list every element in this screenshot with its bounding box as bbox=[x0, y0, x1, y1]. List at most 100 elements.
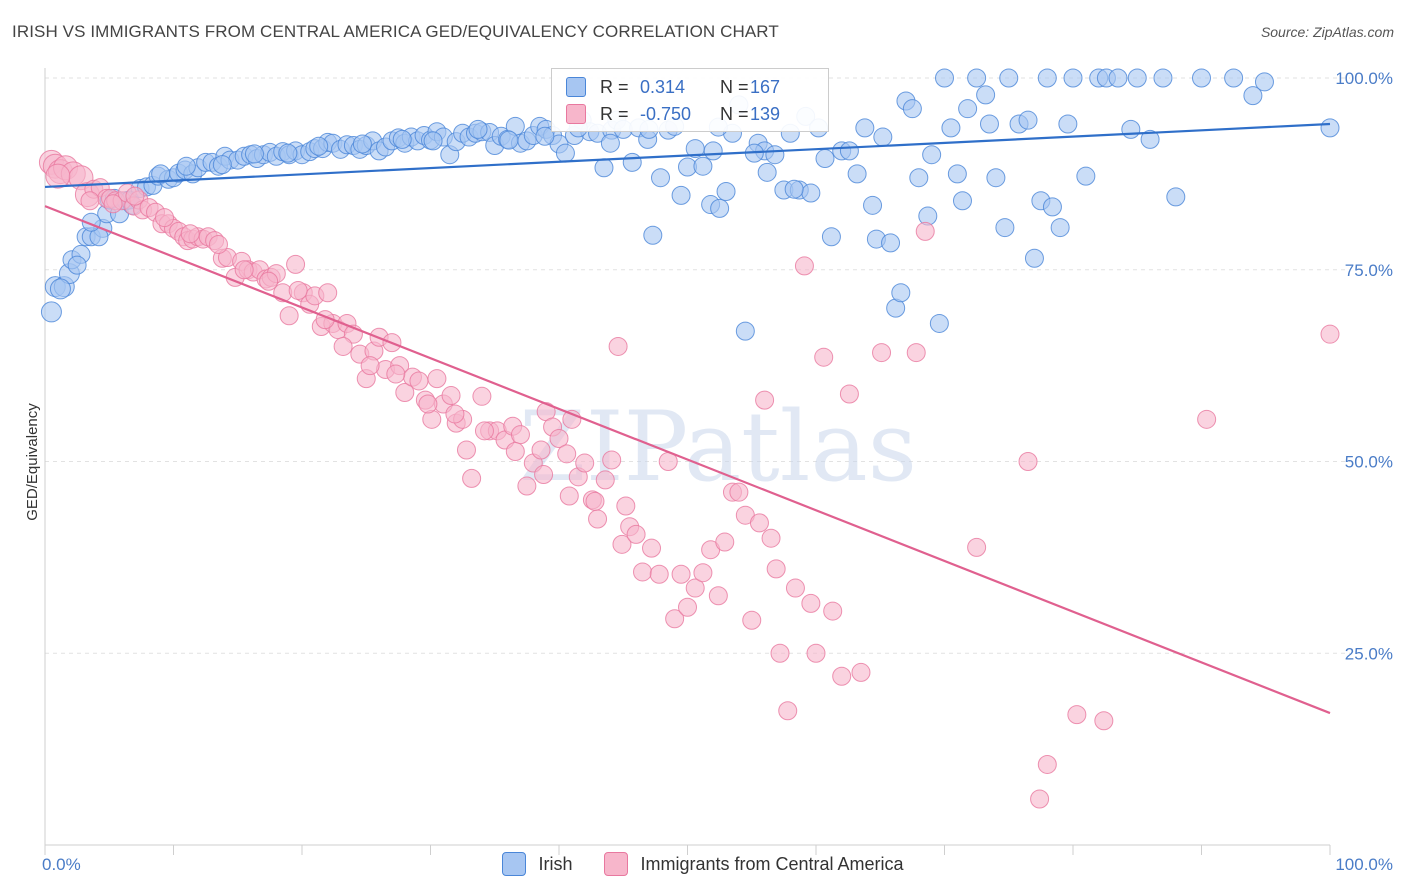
data-point bbox=[715, 532, 735, 552]
stats-legend: R = 0.314 N = 167 R = -0.750 N = 139 bbox=[551, 68, 829, 132]
data-point bbox=[633, 562, 653, 582]
data-point bbox=[1076, 166, 1096, 186]
data-point bbox=[922, 145, 942, 165]
data-point bbox=[602, 450, 622, 470]
data-point bbox=[409, 371, 429, 391]
data-point bbox=[1140, 129, 1160, 149]
data-point bbox=[49, 278, 71, 300]
data-point bbox=[595, 470, 615, 490]
data-point bbox=[600, 133, 620, 153]
data-point bbox=[462, 468, 482, 488]
data-point bbox=[1197, 409, 1217, 429]
legend-swatch-irish bbox=[502, 852, 527, 876]
data-point bbox=[742, 610, 762, 630]
data-point bbox=[651, 168, 671, 188]
data-point bbox=[952, 191, 972, 211]
n-value: 167 bbox=[750, 76, 781, 97]
data-point bbox=[531, 440, 551, 460]
data-point bbox=[244, 144, 264, 164]
data-point bbox=[1018, 452, 1038, 471]
data-point bbox=[474, 421, 494, 441]
data-point bbox=[1166, 187, 1186, 207]
data-point bbox=[801, 183, 821, 203]
data-point bbox=[333, 336, 353, 356]
data-point bbox=[757, 162, 777, 182]
data-point bbox=[279, 306, 299, 326]
y-axis-label: GED/Equivalency bbox=[24, 403, 41, 521]
data-point bbox=[392, 129, 412, 149]
data-point bbox=[259, 271, 279, 291]
data-point bbox=[427, 369, 447, 389]
data-point bbox=[318, 283, 338, 303]
data-point bbox=[45, 163, 71, 189]
data-point bbox=[1127, 68, 1147, 88]
data-point bbox=[499, 130, 519, 150]
data-point bbox=[1320, 324, 1340, 344]
data-point bbox=[821, 227, 841, 247]
data-point bbox=[823, 601, 843, 621]
data-point bbox=[535, 126, 555, 146]
data-point bbox=[770, 643, 790, 663]
data-point bbox=[710, 198, 730, 218]
stats-legend-row-central-america: R = -0.750 N = 139 bbox=[566, 100, 780, 128]
data-point bbox=[278, 143, 298, 163]
data-point bbox=[1024, 248, 1044, 268]
r-label: R = bbox=[600, 103, 629, 124]
data-point bbox=[814, 347, 834, 367]
series-central-america bbox=[38, 149, 1340, 809]
data-point bbox=[441, 386, 461, 406]
data-point bbox=[671, 564, 691, 584]
source-label: Source: ZipAtlas.com bbox=[1260, 24, 1394, 40]
data-point bbox=[935, 68, 954, 88]
data-point bbox=[1030, 789, 1050, 809]
data-point bbox=[1094, 711, 1114, 731]
data-point bbox=[708, 586, 728, 606]
data-point bbox=[234, 260, 254, 280]
data-point bbox=[976, 85, 996, 105]
data-point bbox=[534, 465, 554, 485]
data-point bbox=[665, 609, 685, 629]
data-point bbox=[360, 356, 380, 376]
stats-legend-row-irish: R = 0.314 N = 167 bbox=[566, 73, 780, 101]
data-point bbox=[616, 496, 636, 516]
data-point bbox=[309, 136, 329, 156]
data-point bbox=[555, 143, 575, 163]
data-point bbox=[999, 68, 1019, 88]
data-point bbox=[685, 578, 705, 598]
data-point bbox=[995, 218, 1015, 238]
data-point bbox=[729, 482, 749, 502]
data-point bbox=[915, 221, 935, 241]
data-point bbox=[703, 141, 723, 161]
data-point bbox=[1153, 68, 1173, 88]
data-point bbox=[575, 453, 595, 473]
x-tick-label: 0.0% bbox=[42, 855, 81, 874]
data-point bbox=[612, 534, 632, 554]
data-point bbox=[851, 662, 871, 682]
data-point bbox=[839, 384, 859, 404]
data-point bbox=[1058, 114, 1078, 134]
axes bbox=[44, 68, 1331, 855]
data-point bbox=[693, 156, 713, 176]
data-point bbox=[941, 118, 961, 138]
data-point bbox=[778, 701, 798, 721]
data-point bbox=[749, 513, 769, 533]
data-point bbox=[1320, 118, 1340, 138]
data-point bbox=[208, 234, 228, 254]
data-point bbox=[891, 283, 911, 303]
data-point bbox=[67, 255, 87, 275]
data-point bbox=[761, 528, 781, 548]
data-point bbox=[1067, 705, 1087, 725]
data-point bbox=[765, 145, 785, 165]
data-point bbox=[288, 280, 308, 300]
data-point bbox=[839, 141, 859, 161]
data-point bbox=[649, 564, 669, 584]
data-point bbox=[510, 425, 530, 445]
legend-swatch-central-america bbox=[604, 852, 629, 876]
data-point bbox=[967, 68, 987, 88]
data-point bbox=[855, 118, 875, 138]
data-point bbox=[678, 597, 697, 617]
data-point bbox=[909, 168, 929, 188]
data-point bbox=[103, 194, 123, 214]
data-point bbox=[873, 127, 893, 147]
n-value: 139 bbox=[750, 103, 781, 124]
